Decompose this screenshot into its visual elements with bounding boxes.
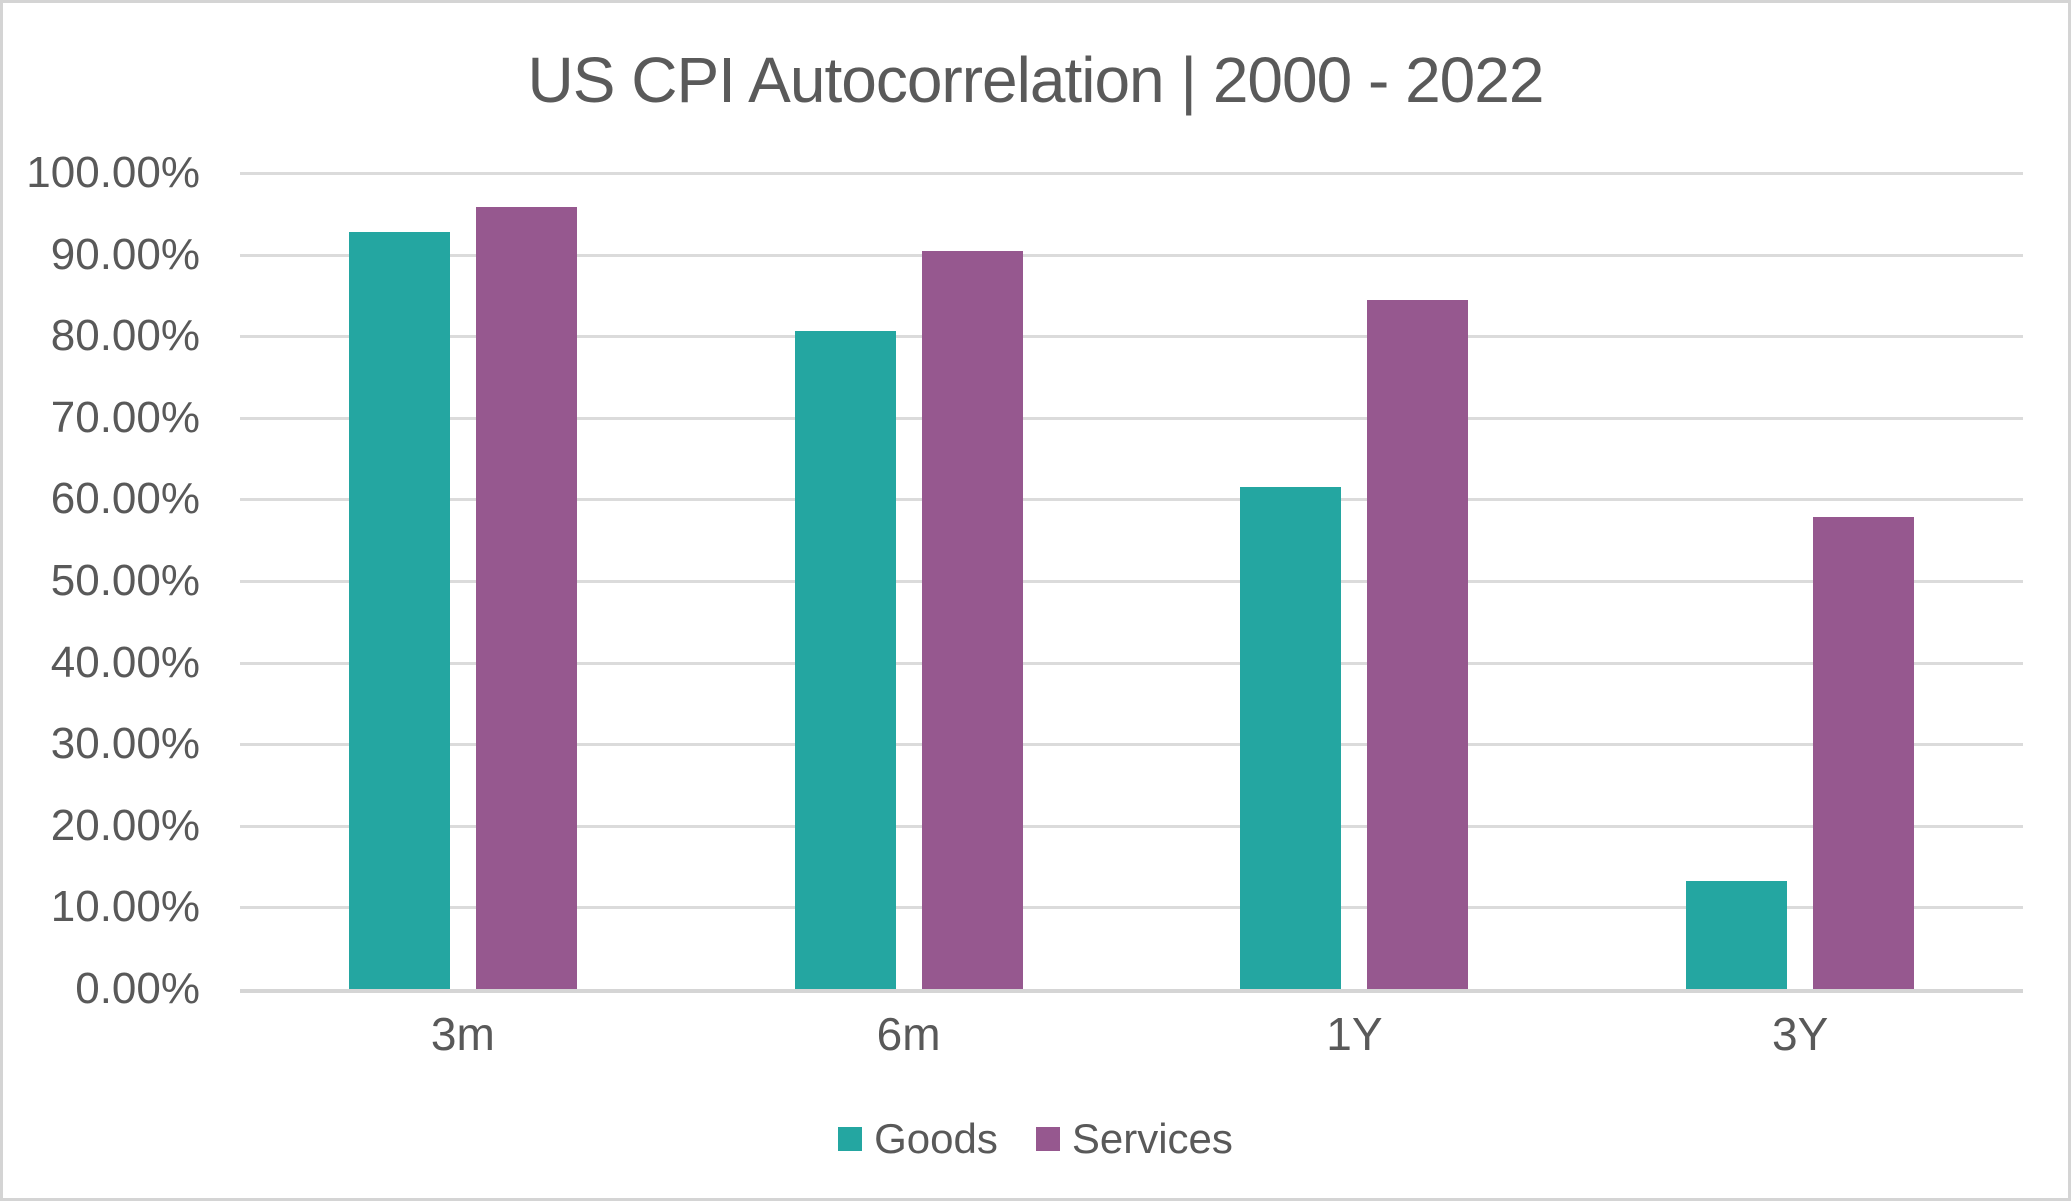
y-tick-label: 30.00% [50, 719, 200, 769]
legend-swatch-goods [838, 1127, 863, 1151]
gridline [240, 743, 2023, 747]
bar-services-6m [921, 250, 1023, 989]
bar-goods-3y [1686, 881, 1788, 989]
legend: Goods Services [3, 1111, 2068, 1167]
gridline [240, 498, 2023, 502]
gridline [240, 172, 2023, 175]
chart-title: US CPI Autocorrelation | 2000 - 2022 [527, 44, 1545, 116]
gridline [240, 661, 2023, 665]
y-tick-label: 60.00% [50, 474, 200, 524]
gridline [240, 580, 2023, 583]
y-tick-label: 80.00% [50, 311, 200, 361]
bar-goods-1y [1240, 487, 1342, 989]
y-axis-labels: 100.00% 90.00% 80.00% 70.00% 60.00% 50.00% 40.… [3, 151, 200, 1011]
y-tick-label: 100.00% [26, 148, 200, 197]
bar-goods-3m [348, 231, 450, 989]
legend-label-services: Services [1071, 1115, 1233, 1162]
x-tick-label-3m: 3m [430, 1008, 495, 1060]
bar-services-3y [1813, 516, 1915, 989]
y-tick-label: 70.00% [50, 392, 200, 442]
x-tick-label-3y: 3Y [1771, 1008, 1829, 1060]
gridline [240, 824, 2023, 828]
y-tick-label: 40.00% [50, 637, 200, 687]
plot-area [240, 172, 2023, 993]
x-tick-label-6m: 6m [876, 1008, 941, 1060]
legend-swatch-services [1035, 1127, 1060, 1151]
gridline [240, 253, 2023, 257]
bar-goods-6m [794, 330, 896, 989]
y-tick-label: 20.00% [50, 800, 200, 850]
gridline [240, 416, 2023, 420]
legend-item-services: Services [1035, 1115, 1233, 1162]
y-tick-label: 10.00% [50, 882, 200, 932]
x-axis-labels: 3m 6m 1Y 3Y [240, 1009, 2023, 1065]
x-tick-label-1y: 1Y [1326, 1008, 1383, 1060]
x-axis-line [240, 989, 2023, 993]
y-tick-label: 0.00% [75, 964, 200, 1013]
y-tick-label: 90.00% [50, 229, 200, 279]
gridline [240, 906, 2023, 910]
legend-item-goods: Goods [838, 1118, 998, 1160]
bar-services-3m [475, 207, 577, 989]
gridline [240, 335, 2023, 339]
y-tick-label: 50.00% [50, 556, 200, 605]
legend-label-goods: Goods [874, 1115, 998, 1162]
bar-services-1y [1367, 300, 1469, 989]
